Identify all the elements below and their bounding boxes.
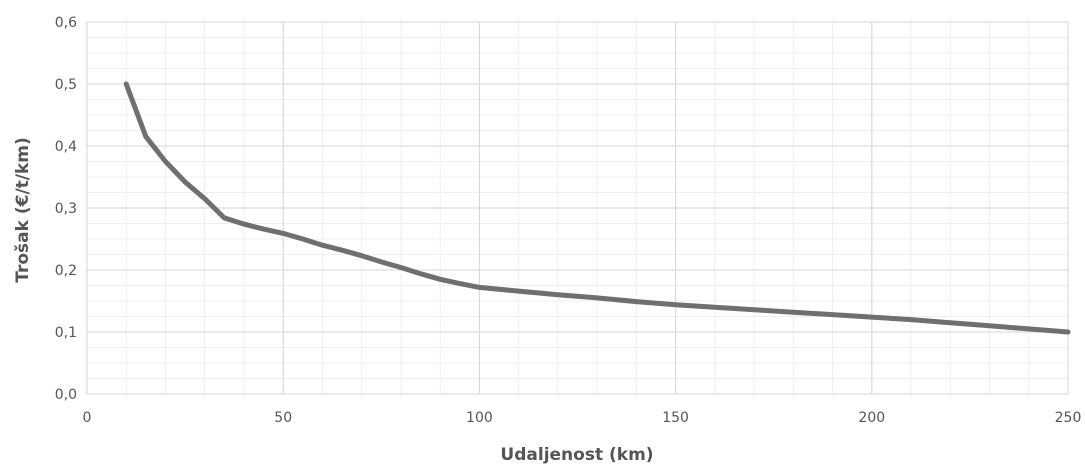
x-tick-label: 200	[858, 410, 885, 426]
y-tick-label: 0,4	[55, 139, 77, 155]
x-tick-label: 150	[662, 410, 689, 426]
y-tick-label: 0,5	[55, 77, 77, 93]
x-tick-label: 0	[83, 410, 92, 426]
y-tick-label: 0,0	[55, 387, 77, 403]
y-tick-label: 0,1	[55, 325, 77, 341]
major-grid	[87, 22, 1068, 394]
y-tick-label: 0,6	[55, 15, 77, 31]
x-axis-ticks: 0 50 100 150 200 250	[83, 410, 1082, 426]
y-tick-label: 0,3	[55, 201, 77, 217]
y-axis-ticks: 0,0 0,1 0,2 0,3 0,4 0,5 0,6	[55, 15, 77, 403]
x-axis-title: Udaljenost (km)	[500, 445, 653, 465]
x-tick-label: 100	[466, 410, 493, 426]
y-axis-title: Trošak (€/t/km)	[13, 137, 33, 283]
x-tick-label: 50	[274, 410, 292, 426]
y-tick-label: 0,2	[55, 263, 77, 279]
x-tick-label: 250	[1055, 410, 1082, 426]
